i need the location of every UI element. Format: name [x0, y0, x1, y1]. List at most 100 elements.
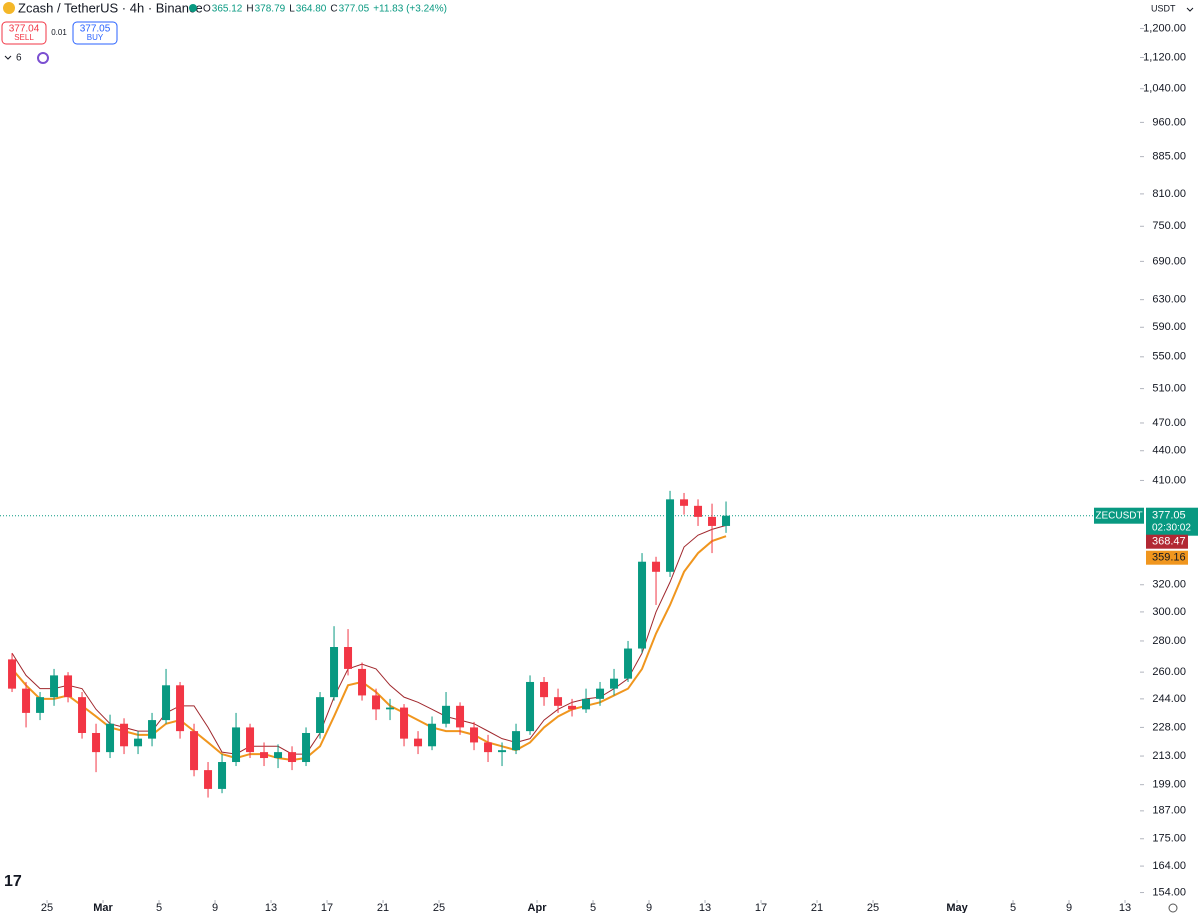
indicator-line: [11, 535, 727, 762]
y-tick-label: 260.00: [1152, 666, 1186, 678]
candle-body: [302, 732, 311, 763]
settings-icon[interactable]: [1168, 903, 1178, 913]
currency[interactable]: USDT: [1151, 3, 1176, 13]
candle-body: [64, 675, 73, 698]
candle-body: [22, 688, 31, 713]
x-tick-label: 25: [867, 902, 879, 913]
last-price: 377.05: [1152, 510, 1186, 522]
buy-label[interactable]: BUY: [87, 33, 104, 42]
last-price-box: [1146, 507, 1198, 536]
currency-dropdown[interactable]: [1186, 7, 1194, 12]
candle-body: [330, 647, 339, 698]
x-tick-label: 25: [41, 902, 53, 913]
y-tick-label: 199.00: [1152, 779, 1186, 791]
symbol-tag: ZECUSDT: [1095, 510, 1142, 521]
candle-body: [554, 697, 563, 706]
x-tick-label: 5: [590, 902, 596, 913]
candle-body: [428, 723, 437, 747]
candle-body: [232, 727, 241, 763]
x-tick-label: 9: [1066, 902, 1072, 913]
candle-body: [414, 738, 423, 747]
indicator-value-box: [1146, 534, 1188, 549]
y-tick-label: 810.00: [1152, 188, 1186, 200]
candle-body: [470, 727, 479, 743]
y-tick-label: 187.00: [1152, 805, 1186, 817]
x-tick-label: May: [946, 902, 968, 913]
y-tick-label: 690.00: [1152, 255, 1186, 267]
y-tick-label: 280.00: [1152, 635, 1186, 647]
y-tick-label: 410.00: [1152, 474, 1186, 486]
candle-body: [652, 561, 661, 572]
candle-body: [176, 685, 185, 732]
legend-change: +11.83 (+3.24%): [373, 4, 447, 15]
sell-price[interactable]: 377.04: [9, 24, 40, 35]
indicator-count[interactable]: 6: [16, 53, 22, 64]
y-tick-label: 1,200.00: [1143, 22, 1186, 34]
sell-button[interactable]: [1, 21, 47, 45]
candle-body: [358, 668, 367, 696]
spread: 0.01: [51, 28, 67, 37]
candle-body: [596, 688, 605, 699]
x-tick-label: Apr: [528, 902, 548, 913]
x-tick-label: 25: [433, 902, 445, 913]
indicator-value: 359.16: [1152, 552, 1186, 564]
coin-icon: [3, 2, 15, 14]
legend-key: L: [289, 4, 295, 15]
candle-body: [680, 499, 689, 506]
candle-body: [484, 742, 493, 753]
x-tick-label: 9: [212, 902, 218, 913]
candle-body: [106, 723, 115, 753]
logo: 17: [4, 873, 22, 890]
legend-key: H: [246, 4, 253, 15]
candle-body: [638, 561, 647, 649]
y-tick-label: 164.00: [1152, 860, 1186, 872]
x-tick-label: 17: [755, 902, 767, 913]
candle-body: [456, 705, 465, 728]
buy-button[interactable]: [72, 21, 118, 45]
y-tick-label: 470.00: [1152, 417, 1186, 429]
candle-body: [526, 681, 535, 732]
x-tick-label: 5: [1010, 902, 1016, 913]
y-tick-label: 228.00: [1152, 721, 1186, 733]
indicator-value-box: [1146, 550, 1188, 565]
y-tick-label: 960.00: [1152, 116, 1186, 128]
candle-body: [610, 678, 619, 689]
candle-body: [568, 705, 577, 710]
sell-label[interactable]: SELL: [14, 33, 34, 42]
y-tick-label: 885.00: [1152, 151, 1186, 163]
sync-icon[interactable]: [37, 52, 49, 64]
countdown: 02:30:02: [1152, 522, 1191, 533]
y-tick-label: 750.00: [1152, 220, 1186, 232]
candle-body: [624, 648, 633, 679]
candle-body: [694, 505, 703, 517]
status-dot: [189, 4, 197, 12]
x-tick-label: 13: [265, 902, 277, 913]
candle-body: [400, 707, 409, 739]
candle-body: [148, 720, 157, 739]
candle-body: [8, 659, 17, 689]
candle-body: [708, 516, 717, 526]
y-tick-label: 630.00: [1152, 294, 1186, 306]
candle-body: [512, 731, 521, 751]
y-tick-label: 213.00: [1152, 750, 1186, 762]
y-tick-label: 320.00: [1152, 579, 1186, 591]
candle-body: [218, 762, 227, 789]
candle-body: [442, 705, 451, 724]
candle-body: [386, 707, 395, 710]
y-tick-label: 590.00: [1152, 321, 1186, 333]
y-tick-label: 440.00: [1152, 445, 1186, 457]
candle-body: [134, 738, 143, 747]
candle-body: [316, 697, 325, 733]
collapse-icon[interactable]: [4, 55, 12, 60]
candle-body: [50, 675, 59, 698]
candle-body: [540, 681, 549, 698]
buy-price[interactable]: 377.05: [80, 24, 111, 35]
x-tick-label: 13: [699, 902, 711, 913]
candle-body: [274, 752, 283, 759]
y-tick-label: 510.00: [1152, 382, 1186, 394]
candle-body: [204, 770, 213, 789]
x-tick-label: Mar: [93, 902, 113, 913]
x-tick-label: 17: [321, 902, 333, 913]
